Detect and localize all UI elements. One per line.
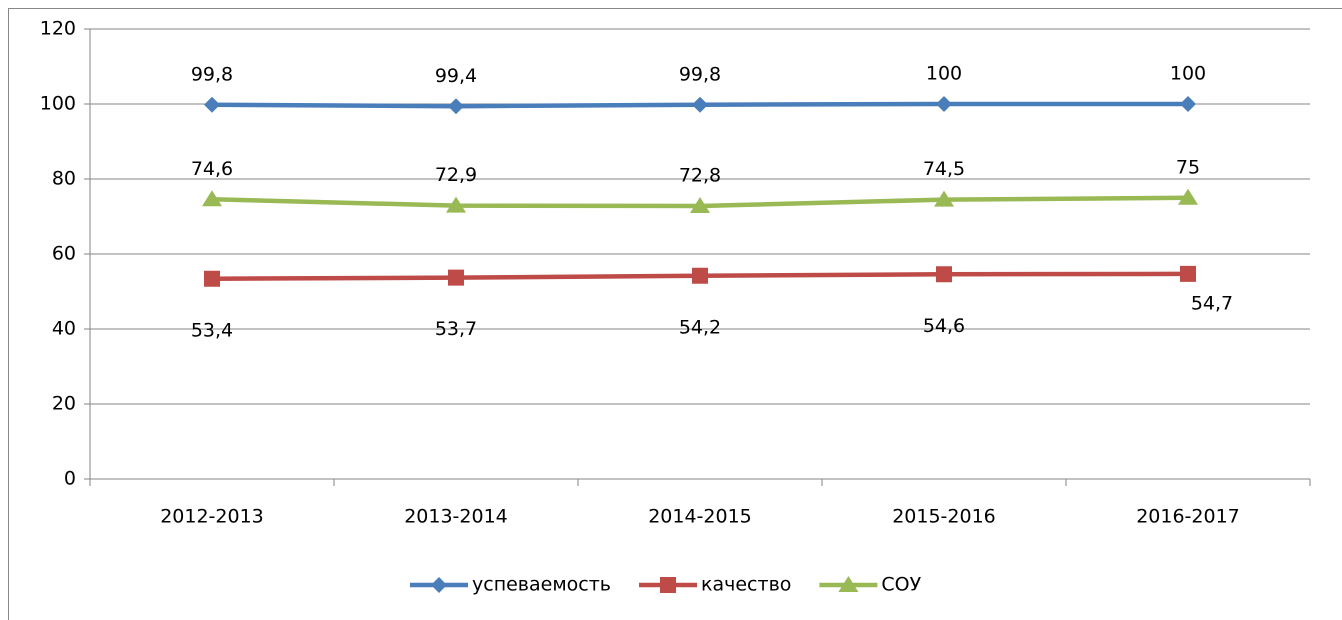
y-tick-label: 40 [52,318,76,340]
marker [202,190,222,207]
legend-label: качество [701,574,791,596]
marker [690,197,710,213]
marker [692,267,708,284]
data-label: 72,8 [679,165,721,187]
marker [448,98,464,115]
data-label: 99,8 [679,63,721,85]
marker [1178,188,1198,205]
marker [204,96,220,113]
data-label: 74,5 [923,158,965,180]
data-label: 54,2 [679,316,721,338]
y-tick-label: 80 [52,168,76,190]
data-label: 75 [1176,156,1200,178]
data-label: 54,6 [923,315,965,337]
y-tick-label: 60 [52,243,76,265]
data-label: 72,9 [435,164,477,186]
x-tick-label: 2014-2015 [648,506,752,528]
marker [431,577,447,593]
marker [692,96,708,113]
data-label: 100 [1170,63,1206,85]
data-label: 74,6 [191,158,233,180]
marker [660,577,677,593]
x-tick-label: 2015-2016 [892,506,996,528]
x-tick-label: 2012-2013 [160,506,264,528]
data-label: 99,4 [435,65,477,87]
marker [936,266,952,283]
data-label: 99,8 [191,63,233,85]
marker [448,269,464,286]
marker [838,576,859,592]
data-label: 100 [926,63,962,85]
marker [1180,96,1196,112]
marker [204,270,220,287]
legend-label: успеваемость [472,574,611,596]
y-tick-label: 0 [64,468,76,490]
x-tick-label: 2016-2017 [1136,506,1240,528]
x-tick-label: 2013-2014 [404,506,508,528]
data-label: 53,7 [435,318,477,340]
marker [1180,265,1196,282]
data-label: 53,4 [191,319,233,341]
chart-border [8,8,1342,620]
y-tick-label: 20 [52,393,76,415]
marker [934,190,954,207]
data-label: 54,7 [1191,292,1233,314]
legend-label: СОУ [881,574,921,596]
marker [446,196,466,213]
y-tick-label: 120 [40,18,76,40]
y-tick-label: 100 [40,93,76,115]
marker [936,96,952,112]
